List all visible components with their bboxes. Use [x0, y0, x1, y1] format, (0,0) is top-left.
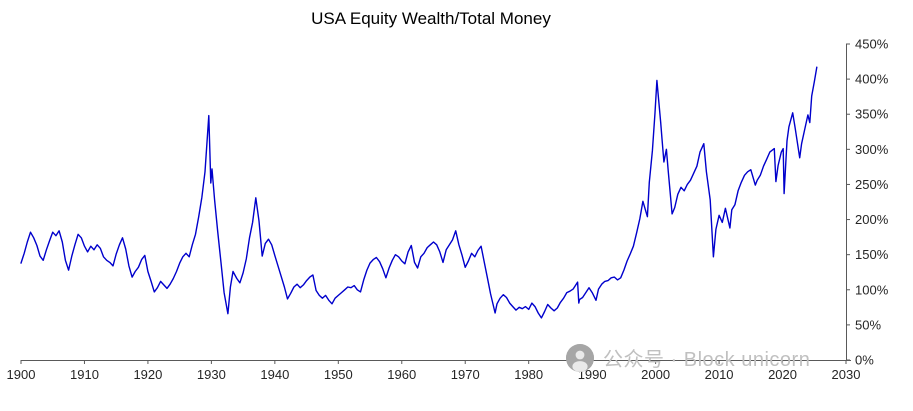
x-tick-label: 1970	[451, 367, 480, 382]
x-tick-label: 1950	[324, 367, 353, 382]
y-tick-label: 150%	[855, 247, 889, 262]
x-tick-label: 1960	[387, 367, 416, 382]
x-tick-label: 1910	[70, 367, 99, 382]
y-tick-label: 400%	[855, 72, 889, 87]
x-tick-label: 2020	[768, 367, 797, 382]
x-tick-label: 1980	[514, 367, 543, 382]
x-tick-label: 1920	[133, 367, 162, 382]
y-tick-label: 0%	[855, 353, 874, 368]
x-tick-label: 2000	[641, 367, 670, 382]
x-tick-label: 1930	[197, 367, 226, 382]
x-tick-label: 1990	[578, 367, 607, 382]
y-tick-label: 350%	[855, 107, 889, 122]
y-tick-label: 100%	[855, 282, 889, 297]
y-tick-label: 300%	[855, 142, 889, 157]
x-tick-label: 1940	[260, 367, 289, 382]
y-tick-label: 450%	[855, 37, 889, 52]
chart-title: USA Equity Wealth/Total Money	[311, 9, 551, 28]
x-tick-label: 1900	[7, 367, 36, 382]
y-tick-label: 250%	[855, 177, 889, 192]
y-tick-label: 50%	[855, 317, 881, 332]
equity-wealth-ratio-line	[20, 66, 818, 319]
x-tick-label: 2030	[832, 367, 861, 382]
y-tick-label: 200%	[855, 212, 889, 227]
x-tick-label: 2010	[705, 367, 734, 382]
